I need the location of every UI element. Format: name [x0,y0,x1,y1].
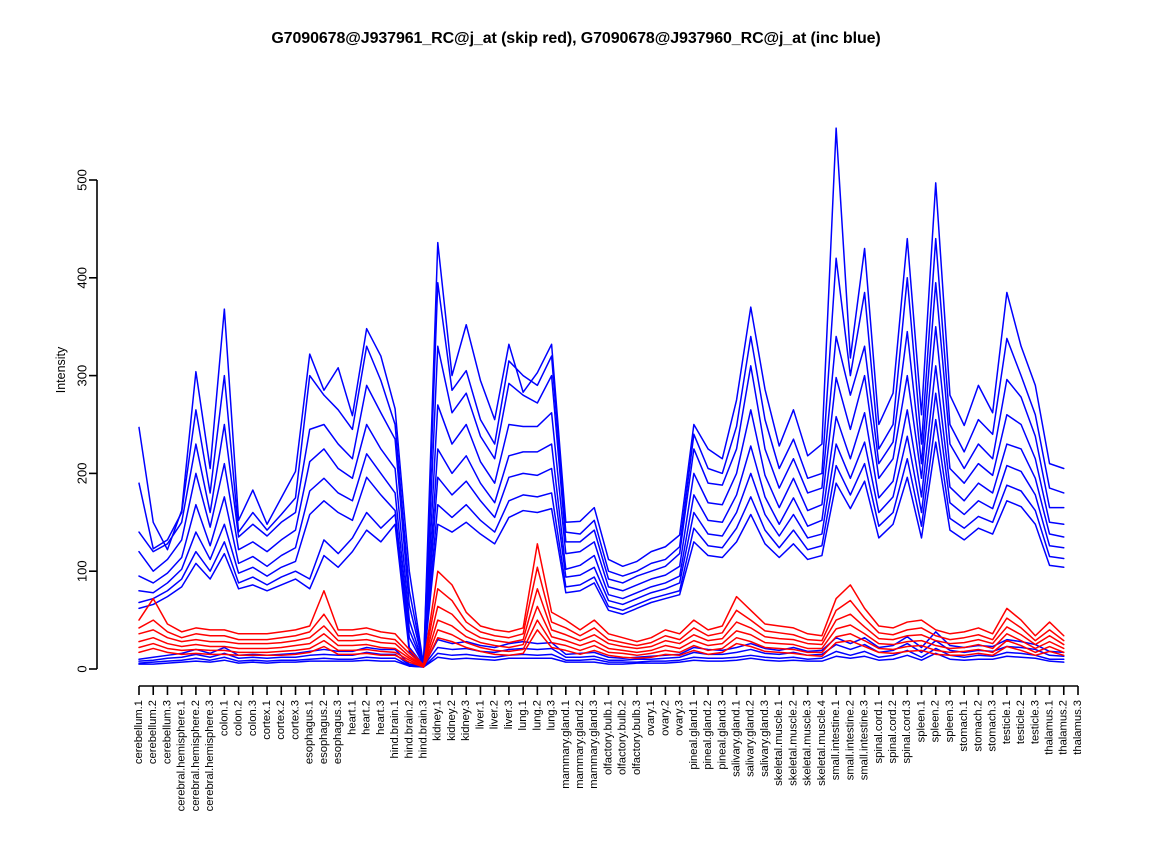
x-tick-label: cerebellum.1 [133,700,145,764]
series-line [138,566,1065,667]
x-tick-label: spinal.cord.1 [873,700,885,763]
x-tick-label: skeletal.muscle.3 [802,700,814,786]
x-tick-label: cerebellum.3 [161,700,173,764]
y-axis: 0 100 200 300 400 500 [74,169,98,673]
series-line [138,365,1065,666]
x-tick-label: salivary.gland.1 [730,700,742,777]
series-line [138,543,1065,666]
x-tick-label: pineal.gland.1 [688,700,700,770]
series-line [138,619,1065,668]
x-tick-label: olfactory.bulb.3 [631,700,643,775]
x-tick-label: lung.2 [531,700,543,730]
x-tick-label: olfactory.bulb.2 [617,700,629,775]
x-tick-label: cerebral.hemisphere.2 [190,700,202,811]
x-tick-label: skeletal.muscle.2 [787,700,799,786]
x-tick-label: heart.3 [375,700,387,735]
x-tick-label: testicle.2 [1015,700,1027,744]
y-tick-label: 100 [74,560,89,582]
series-line [138,127,1065,666]
series-line [138,652,1065,668]
x-tick-label: mammary.gland.1 [560,700,572,789]
x-tick-label: colon.1 [218,700,230,736]
series-line [138,629,1065,668]
series-line [138,418,1065,666]
x-tick-label: hind.brain.1 [389,700,401,758]
x-tick-label: esophagus.2 [318,700,330,764]
y-tick-label: 200 [74,463,89,485]
x-tick-label: liver.3 [503,700,515,729]
x-tick-label: skeletal.muscle.4 [816,700,828,786]
x-tick-label: cerebral.hemisphere.3 [204,700,216,811]
x-tick-label: hind.brain.2 [403,700,415,758]
x-tick-label: cortex.3 [289,700,301,740]
data-series-group [138,127,1065,668]
x-tick-label: testicle.1 [1001,700,1013,744]
x-tick-label: spinal.cord.2 [887,700,899,763]
x-tick-label: small.intestine.1 [830,700,842,780]
x-tick-label: liver.1 [474,700,486,729]
x-tick-label: pineal.gland.3 [716,700,728,770]
x-tick-label: ovary.3 [674,700,686,736]
y-tick-label: 0 [74,665,89,672]
x-tick-label: thalamus.1 [1043,700,1055,755]
x-tick-label: spleen.1 [915,700,927,742]
x-tick-label: spinal.cord.3 [901,700,913,763]
y-tick-label: 300 [74,365,89,387]
x-tick-label: esophagus.3 [332,700,344,764]
x-tick-label: esophagus.1 [304,700,316,764]
series-line [138,237,1065,665]
x-tick-label: cortex.1 [261,700,273,740]
x-tick-label: spleen.2 [930,700,942,742]
x-tick-label: heart.1 [346,700,358,735]
series-line [138,605,1065,667]
x-tick-label: stomach.1 [958,700,970,752]
x-tick-label: salivary.gland.3 [759,700,771,777]
x-tick-label: mammary.gland.2 [574,700,586,789]
x-tick-label: cerebral.hemisphere.1 [176,700,188,811]
x-tick-label: pineal.gland.2 [702,700,714,770]
x-tick-label: salivary.gland.2 [745,700,757,777]
x-tick-label: ovary.2 [659,700,671,736]
x-tick-label: lung.3 [546,700,558,730]
series-line [138,325,1065,666]
series-line [138,639,1065,667]
series-line [138,392,1065,666]
x-tick-label: kidney.2 [446,700,458,741]
x-tick-label: kidney.3 [460,700,472,741]
x-tick-label: stomach.2 [972,700,984,752]
x-tick-label: thalamus.3 [1072,700,1084,755]
x-tick-label: olfactory.bulb.1 [602,700,614,775]
x-tick-label: mammary.gland.3 [588,700,600,789]
x-tick-label: lung.1 [517,700,529,730]
x-tick-label: heart.2 [361,700,373,735]
x-tick-label: colon.3 [247,700,259,736]
x-tick-label: small.intestine.3 [859,700,871,780]
x-tick-label: testicle.3 [1029,700,1041,744]
chart-title: G7090678@J937961_RC@j_at (skip red), G70… [271,30,881,47]
x-tick-label: ovary.1 [645,700,657,736]
x-tick-label: cortex.2 [275,700,287,740]
x-tick-label: kidney.1 [432,700,444,741]
x-tick-label: skeletal.muscle.1 [773,700,785,786]
series-line [138,281,1065,665]
x-tick-label: spleen.3 [944,700,956,742]
y-tick-label: 400 [74,267,89,289]
series-line [138,441,1065,666]
series-line [138,588,1065,667]
x-tick-label: liver.2 [489,700,501,729]
x-tick-label: small.intestine.2 [844,700,856,780]
x-axis [138,685,1079,695]
y-tick-label: 500 [74,169,89,191]
series-line [138,631,1065,667]
x-tick-labels: cerebellum.1 cerebellum.2 cerebellum.3 cere… [133,700,1084,811]
x-tick-label: thalamus.2 [1058,700,1070,755]
x-tick-label: hind.brain.3 [417,700,429,758]
x-tick-label: stomach.3 [987,700,999,752]
x-tick-label: cerebellum.2 [147,700,159,764]
x-tick-label: colon.2 [233,700,245,736]
